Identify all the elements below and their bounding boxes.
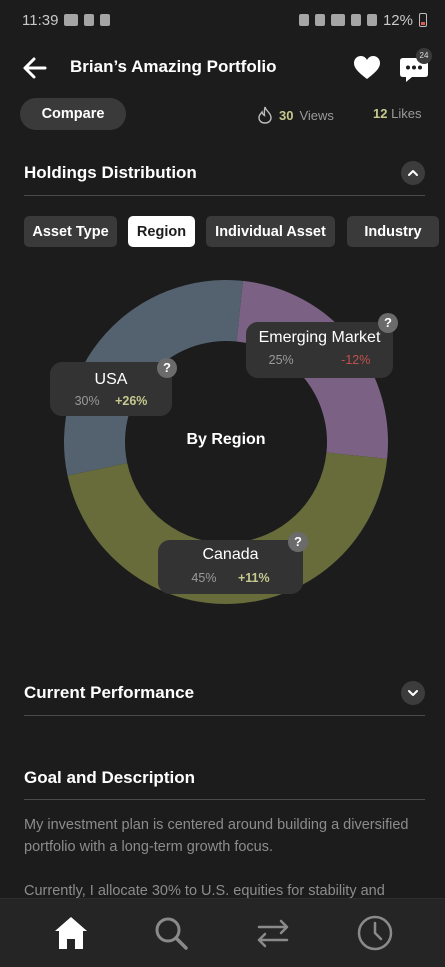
views-count: 30 xyxy=(279,107,294,123)
goal-title: Goal and Description xyxy=(24,767,195,787)
holdings-section-header[interactable]: Holdings Distribution xyxy=(24,150,425,196)
mute-icon xyxy=(314,14,325,26)
change-label-canada: +11% xyxy=(237,571,270,585)
tooltip-usa: USA 30% +26% xyxy=(50,362,172,416)
settings-icon xyxy=(100,14,111,26)
tab-asset-type[interactable]: Asset Type xyxy=(24,216,117,247)
heart-icon[interactable] xyxy=(352,53,382,83)
performance-title: Current Performance xyxy=(24,682,195,702)
bluetooth-icon xyxy=(298,14,309,26)
home-icon[interactable] xyxy=(51,913,91,953)
tooltip-canada: Canada 45% +11% xyxy=(158,540,303,594)
performance-section-header[interactable]: Current Performance xyxy=(24,670,425,716)
percent-label-canada: 45% xyxy=(191,571,217,585)
chevron-down-icon[interactable] xyxy=(401,680,425,705)
change-label-usa: +26% xyxy=(115,394,148,408)
back-arrow-icon[interactable] xyxy=(20,54,48,82)
distribution-tabs: Asset Type Region Individual Asset Indus… xyxy=(24,216,445,248)
help-icon[interactable]: ? xyxy=(288,532,308,552)
goal-description: My investment plan is centered around bu… xyxy=(24,814,419,902)
compare-button[interactable]: Compare xyxy=(20,98,126,130)
bottom-navigation xyxy=(0,898,445,967)
series-label-canada: Canada xyxy=(202,546,259,563)
comment-icon[interactable] xyxy=(398,52,432,86)
series-label-emerging-market: Emerging Market xyxy=(258,329,381,346)
help-icon[interactable]: ? xyxy=(378,313,398,333)
help-icon[interactable]: ? xyxy=(157,358,177,378)
goal-paragraph: My investment plan is centered around bu… xyxy=(24,817,409,855)
tab-individual-asset[interactable]: Individual Asset xyxy=(206,216,335,247)
wifi-icon xyxy=(330,14,345,26)
clipboard-icon xyxy=(84,14,95,26)
flame-icon xyxy=(258,106,272,124)
notification-badge: 24 xyxy=(416,48,432,64)
holdings-title: Holdings Distribution xyxy=(24,162,197,182)
donut-slice-usa[interactable] xyxy=(64,280,243,476)
donut-slice-canada[interactable] xyxy=(67,452,388,604)
percent-label-usa: 30% xyxy=(74,394,100,408)
signal-icon xyxy=(350,14,361,26)
battery-percent: 12% xyxy=(382,11,413,29)
tab-industry[interactable]: Industry xyxy=(347,216,439,247)
goal-paragraph: Currently, I allocate 30% to U.S. equiti… xyxy=(24,883,385,899)
change-label-emerging-market: -12% xyxy=(341,353,371,367)
chart-center-label: By Region xyxy=(186,431,266,448)
likes-count: 12 xyxy=(373,106,388,121)
status-bar: 11:39 12% xyxy=(0,0,445,40)
goal-section-header: Goal and Description xyxy=(24,756,425,800)
likes-label: Likes xyxy=(391,106,422,121)
signal-icon xyxy=(366,14,377,26)
status-time: 11:39 xyxy=(22,11,59,29)
views-label: Views xyxy=(299,107,334,123)
search-icon[interactable] xyxy=(151,913,191,953)
page-title: Brian’s Amazing Portfolio xyxy=(70,57,277,76)
percent-label-emerging-market: 25% xyxy=(268,353,294,367)
transfer-icon[interactable] xyxy=(253,913,293,953)
series-label-usa: USA xyxy=(94,371,128,388)
app-header: Brian’s Amazing Portfolio xyxy=(0,46,445,90)
tab-region[interactable]: Region xyxy=(128,216,195,247)
history-icon[interactable] xyxy=(355,913,395,953)
battery-icon xyxy=(419,13,427,27)
likes-counter: 12 Likes xyxy=(373,106,421,121)
chevron-up-icon[interactable] xyxy=(401,160,425,185)
tooltip-emerging-market: Emerging Market 25% -12% xyxy=(246,322,393,378)
mail-icon xyxy=(64,14,79,26)
views-counter: 30 Views xyxy=(257,106,334,124)
